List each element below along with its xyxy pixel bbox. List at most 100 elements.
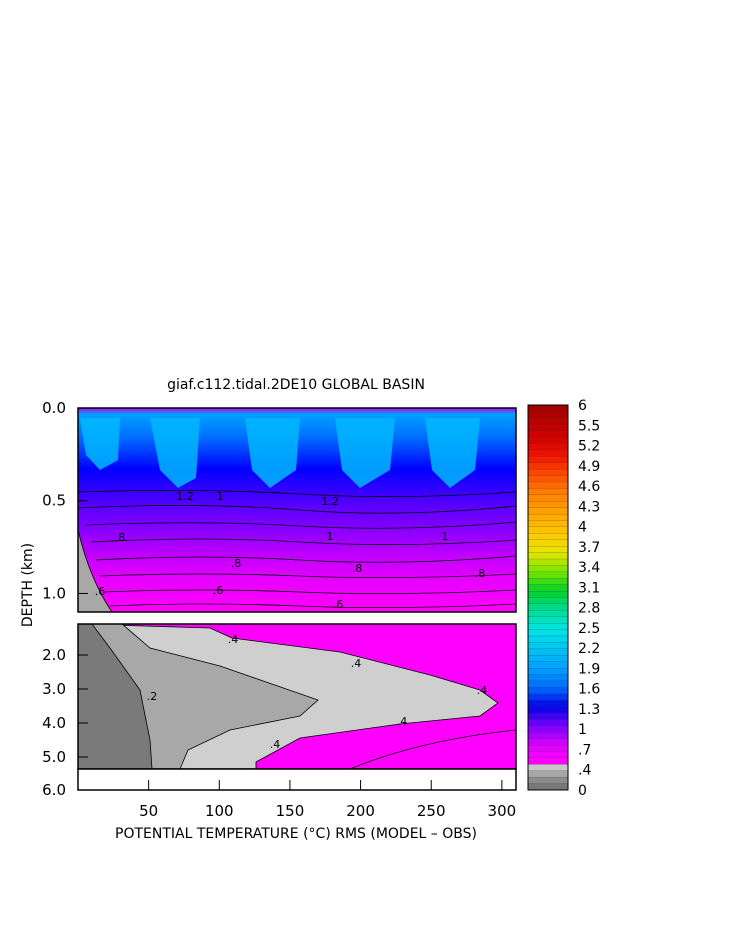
upper-panel-border [77,407,517,613]
colorbar-tick-label: 1 [578,722,587,738]
colorbar-swatch [527,578,569,586]
colorbar-swatch [527,520,569,528]
colorbar-tick-label: 2.8 [578,601,600,617]
contour-label: .4 [228,633,239,646]
x-tick-label: 100 [205,802,234,820]
x-tick-label: 200 [346,802,375,820]
y-tick-label: 0.5 [42,492,66,510]
colorbar-tick-label: 1.6 [578,682,600,698]
chart-title: giaf.c112.tidal.2DE10 GLOBAL BASIN [167,377,425,393]
colorbar: 6 5.5 5.2 4.9 4.6 4.3 4 3.7 3.4 3.1 2.8 2.5 2.2 1.9 1.… [527,398,600,799]
colorbar-tick-label: 0 [578,783,587,799]
x-axis-label: POTENTIAL TEMPERATURE (°C) RMS (MODEL – … [115,826,477,842]
colorbar-swatch [527,539,569,547]
colorbar-swatch [527,725,569,733]
colorbar-swatch [527,462,569,470]
colorbar-swatch [527,757,569,765]
colorbar-swatch [527,706,569,714]
upper-contour-lines [77,490,517,608]
contour-label: .4 [397,715,408,728]
colorbar-swatch [527,411,569,419]
colorbar-swatch [527,732,569,740]
colorbar-swatch [527,501,569,509]
y-tick-label: 6.0 [42,781,66,799]
lower-deep-contour [349,729,517,770]
x-tick-label: 150 [276,802,305,820]
contour-label: .4 [270,738,281,751]
contour-label: 1 [442,530,449,543]
colorbar-tick-label: .7 [578,742,591,758]
colorbar-swatch [527,635,569,643]
colorbar-border [527,404,569,791]
colorbar-swatch [527,552,569,560]
upper-panel [77,407,517,613]
y-axis-label: DEPTH (km) [20,543,36,627]
colorbar-tick-label: 3.7 [578,540,600,556]
colorbar-swatch [527,443,569,451]
contour-label: .4 [351,657,362,670]
colorbar-swatch [527,417,569,425]
colorbar-tick-label: 6 [578,398,587,414]
colorbar-swatch [527,513,569,521]
colorbar-tick-label: 5.2 [578,439,600,455]
contour-label: .6 [213,584,224,597]
x-tick-label: 250 [417,802,446,820]
colorbar-swatch [527,744,569,752]
colorbar-swatch [527,661,569,669]
colorbar-swatch [527,590,569,598]
colorbar-swatch [527,546,569,554]
colorbar-swatch [527,738,569,746]
colorbar-swatch [527,648,569,656]
colorbar-swatch [527,475,569,483]
colorbar-swatch [527,449,569,457]
colorbar-swatch [527,404,569,412]
colorbar-swatch [527,693,569,701]
colorbar-swatch [527,629,569,637]
colorbar-swatch [527,712,569,720]
contour-label: .6 [333,598,344,611]
colorbar-swatch [527,616,569,624]
contour-label: 1.2 [321,495,339,508]
y-tick-label: 4.0 [42,714,66,732]
colorbar-tick-label: 1.9 [578,661,600,677]
y-axis-upper: 0.0 0.5 1.0 [42,399,88,602]
colorbar-swatch [527,674,569,682]
colorbar-tick-label: 4 [578,520,587,536]
colorbar-swatch [527,565,569,573]
colorbar-tick-label: 4.9 [578,459,600,475]
bottom-empty-band [77,768,517,791]
colorbar-swatch [527,623,569,631]
contour-label: .8 [475,567,486,580]
y-tick-label: 5.0 [42,748,66,766]
colorbar-tick-label: 3.4 [578,560,600,576]
colorbar-tick-label: 2.2 [578,641,600,657]
contour-label: .8 [352,562,363,575]
y-axis-lower: 2.0 3.0 4.0 5.0 6.0 [42,646,88,799]
colorbar-swatch [527,687,569,695]
colorbar-tick-label: .4 [578,763,591,779]
colorbar-tick-label: 3.1 [578,580,600,596]
colorbar-swatch [527,700,569,708]
colorbar-swatch [527,430,569,438]
colorbar-swatch [527,584,569,592]
colorbar-swatch [527,533,569,541]
colorbar-swatch [527,488,569,496]
colorbar-swatch [527,571,569,579]
contour-label: 1 [217,490,224,503]
colorbar-swatch [527,777,569,785]
colorbar-swatch [527,719,569,727]
x-axis: 50 100 150 200 250 300 [139,780,516,820]
colorbar-swatch [527,456,569,464]
contour-label: .2 [147,690,158,703]
colorbar-swatch [527,764,569,772]
colorbar-swatch [527,424,569,432]
colorbar-swatch [527,751,569,759]
colorbar-swatch [527,597,569,605]
colorbar-swatch [527,770,569,778]
colorbar-swatch [527,436,569,445]
colorbar-swatch [527,469,569,477]
colorbar-tick-label: 5.5 [578,418,600,434]
colorbar-swatch [527,507,569,515]
contour-label: 1 [327,530,334,543]
